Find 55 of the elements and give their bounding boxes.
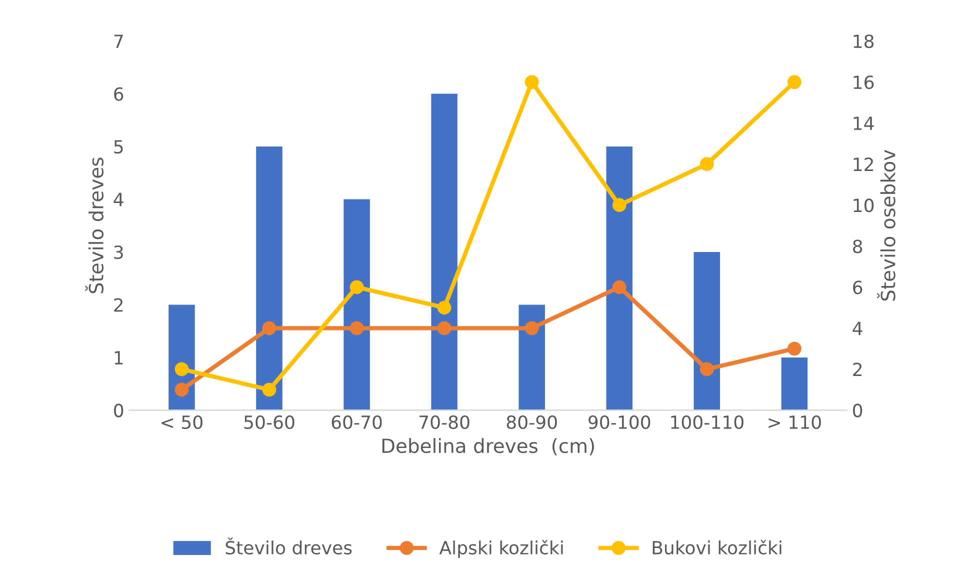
y-tick-label: 7 — [114, 34, 123, 48]
point — [787, 75, 802, 89]
x-tick-label: 90-100 — [588, 415, 650, 430]
point — [437, 321, 452, 336]
bar — [518, 304, 545, 410]
point — [787, 342, 802, 356]
point — [524, 321, 539, 336]
x-tick-label: < 50 — [162, 415, 202, 430]
y-tick-label: 4 — [114, 192, 124, 206]
y2-tick-label: 0 — [852, 404, 862, 418]
y-axis-title: Število dreves — [85, 158, 104, 294]
y2-axis-title: Število osebkov — [877, 150, 896, 301]
point — [262, 321, 276, 336]
y-tick-label: 6 — [114, 87, 124, 101]
point — [437, 300, 452, 315]
x-tick-label: > 110 — [768, 415, 821, 430]
bar — [256, 146, 282, 410]
point — [612, 198, 626, 212]
x-axis-title: Debelina dreves (cm) — [382, 438, 594, 456]
point — [700, 362, 714, 376]
bar — [781, 357, 808, 410]
bar — [694, 252, 720, 410]
y2-tick-label: 4 — [852, 322, 862, 336]
y2-tick-label: 16 — [854, 76, 874, 90]
y2-tick-label: 8 — [853, 240, 862, 254]
y-tick-label: 3 — [114, 245, 123, 260]
y2-tick-label: 18 — [854, 34, 874, 48]
y2-tick-label: 10 — [854, 198, 874, 212]
x-tick-label: 80-90 — [506, 415, 557, 430]
y2-tick-label: 14 — [854, 116, 874, 130]
point — [612, 280, 626, 294]
point — [700, 157, 714, 172]
y-tick-label: 1 — [114, 351, 123, 364]
y2-tick-label: 6 — [853, 280, 862, 294]
legend-label: Število dreves — [226, 538, 352, 555]
x-tick-label: 100-110 — [671, 415, 744, 430]
point — [174, 362, 189, 376]
point — [350, 280, 364, 294]
legend-label: Alpski kozlički — [439, 540, 563, 558]
x-tick-label: 50-60 — [244, 415, 294, 430]
y-tick-label: 5 — [114, 140, 123, 154]
x-tick-label: 70-80 — [420, 415, 470, 430]
y-tick-label: 2 — [114, 298, 123, 312]
bar — [606, 146, 632, 410]
point — [524, 75, 539, 89]
y-tick-label: 0 — [114, 404, 124, 418]
x-tick-label: 60-70 — [332, 415, 382, 430]
bar — [431, 94, 458, 410]
y2-tick-label: 2 — [853, 362, 862, 376]
point — [262, 382, 276, 397]
bar — [344, 199, 370, 410]
legend-label: Bukovi kozlički — [652, 540, 782, 555]
point — [174, 382, 189, 397]
point — [350, 321, 364, 336]
y2-tick-label: 12 — [854, 158, 873, 171]
